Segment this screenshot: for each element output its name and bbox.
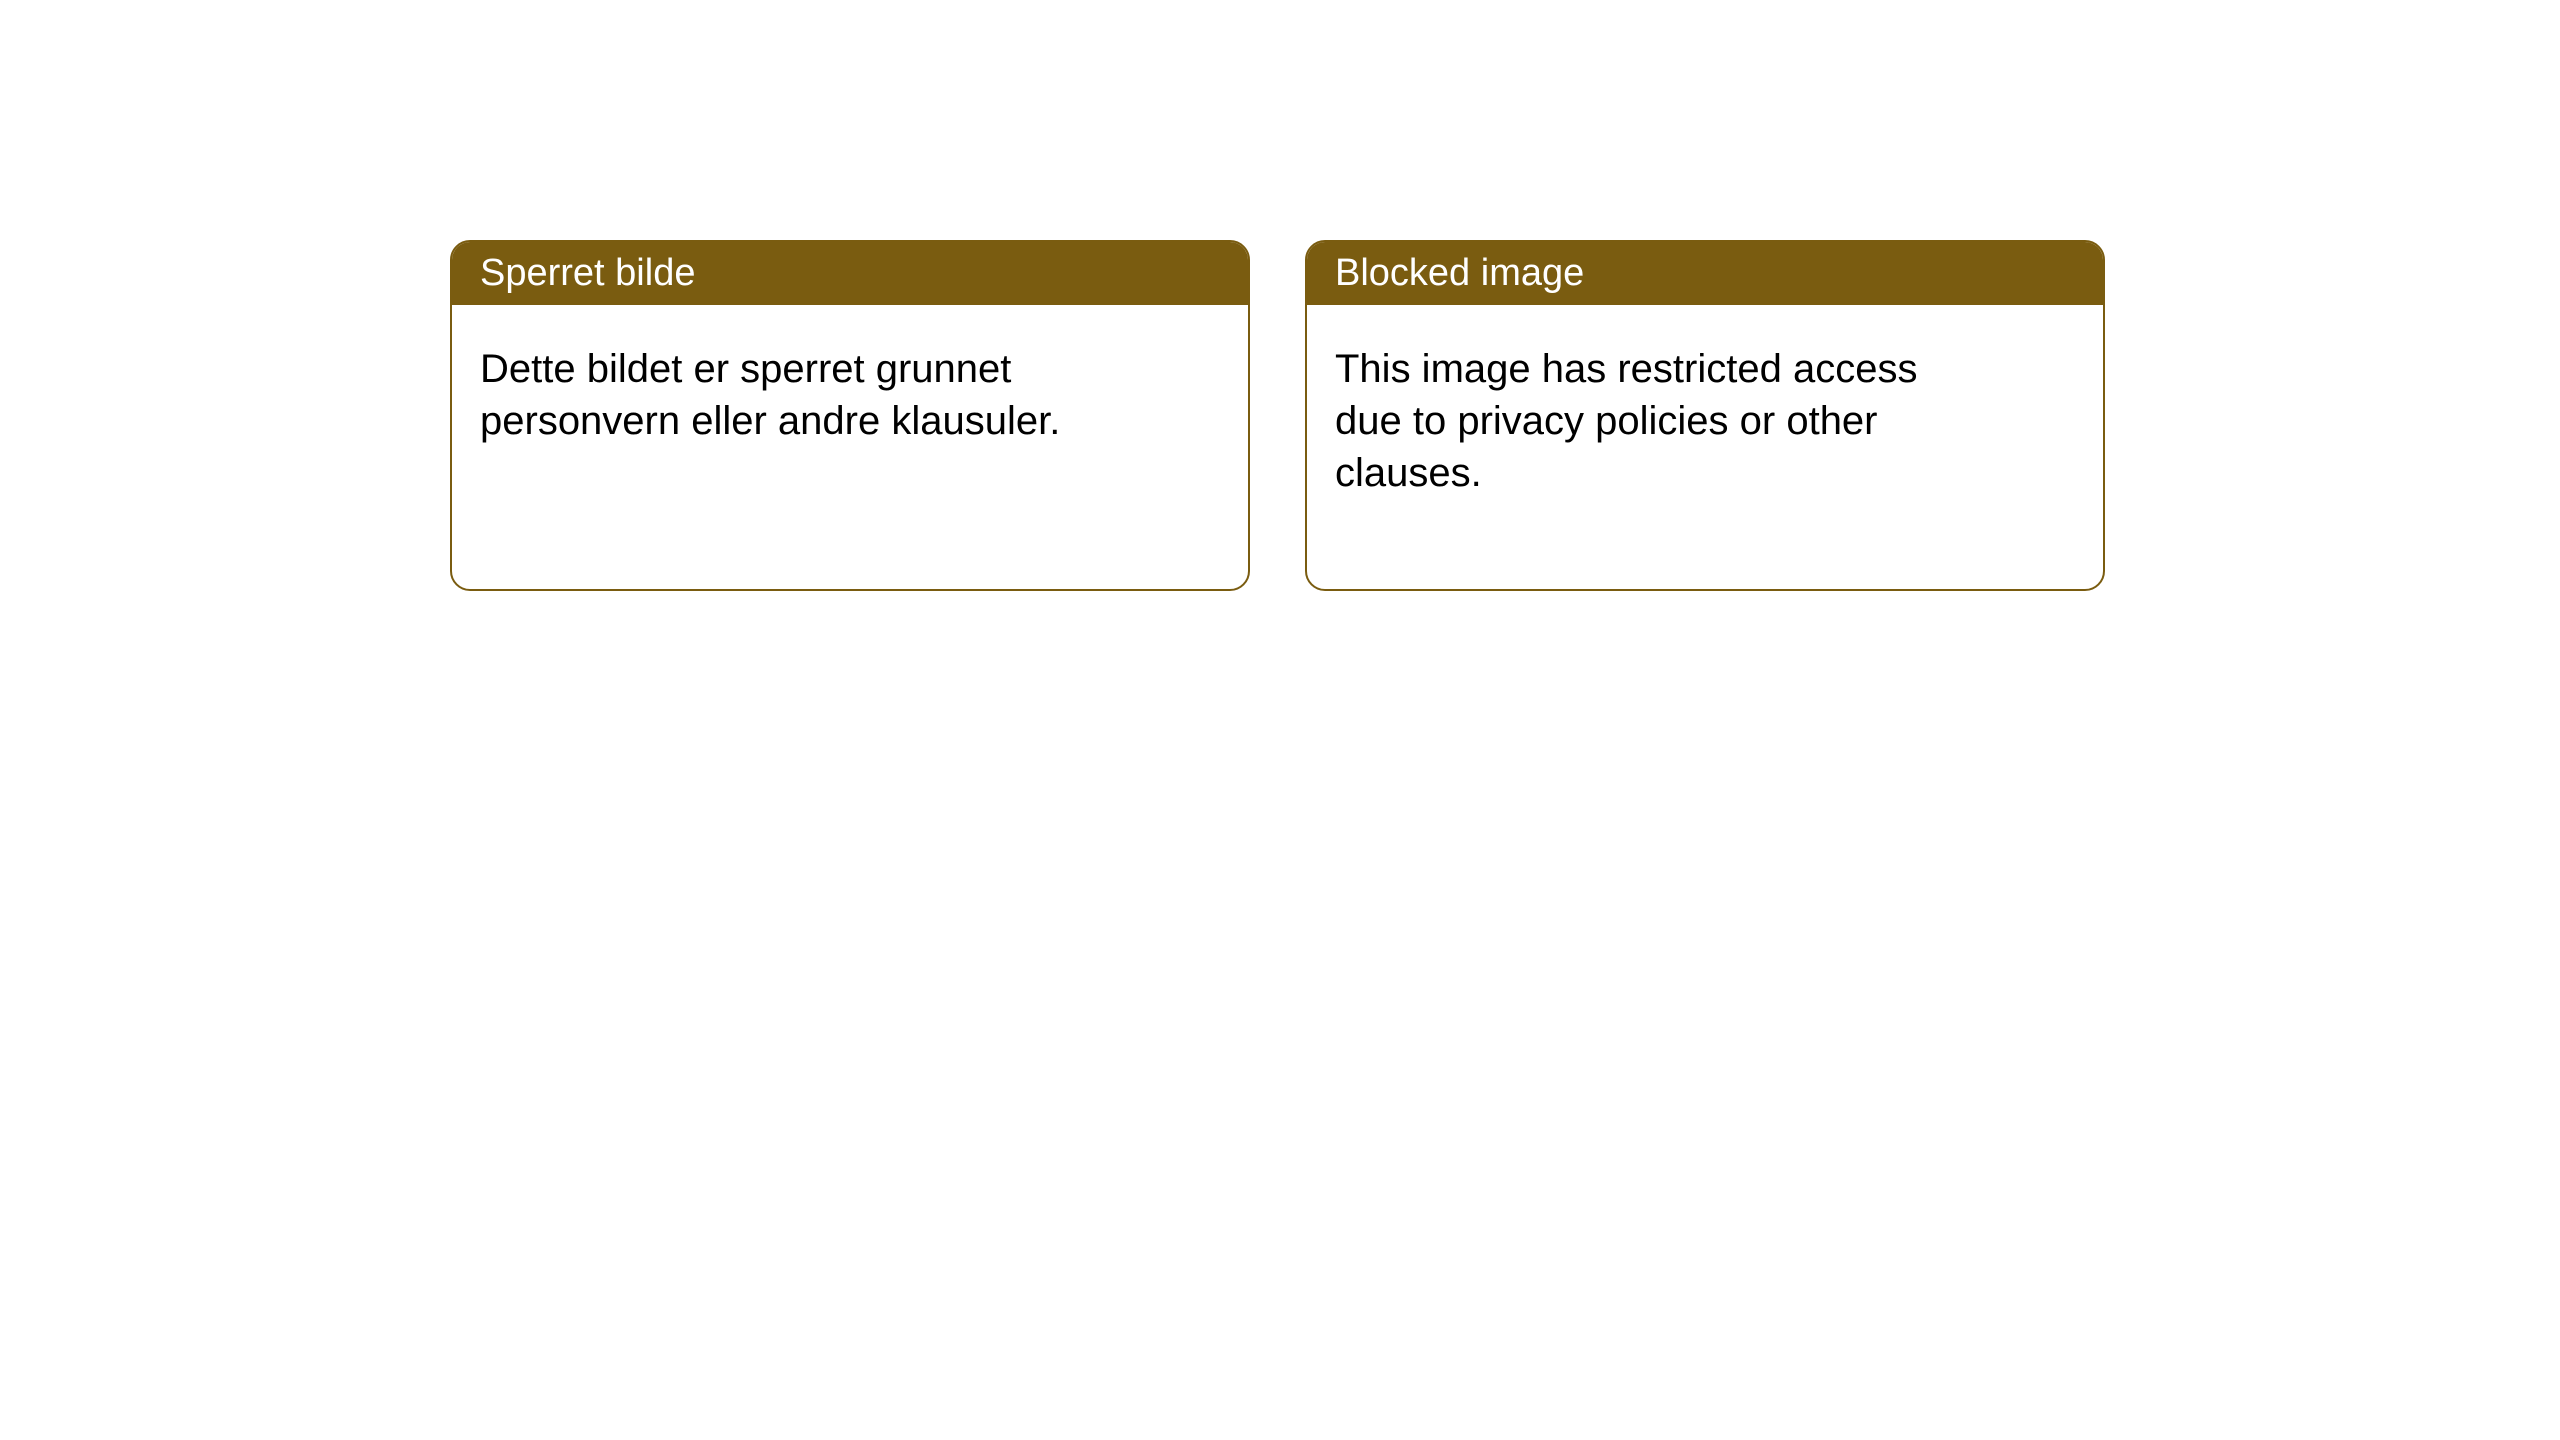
notice-body-english: This image has restricted access due to … — [1307, 305, 2007, 589]
notice-container: Sperret bilde Dette bildet er sperret gr… — [0, 0, 2560, 591]
notice-header-english: Blocked image — [1307, 242, 2103, 305]
notice-header-norwegian: Sperret bilde — [452, 242, 1248, 305]
notice-card-norwegian: Sperret bilde Dette bildet er sperret gr… — [450, 240, 1250, 591]
notice-card-english: Blocked image This image has restricted … — [1305, 240, 2105, 591]
notice-body-norwegian: Dette bildet er sperret grunnet personve… — [452, 305, 1152, 537]
